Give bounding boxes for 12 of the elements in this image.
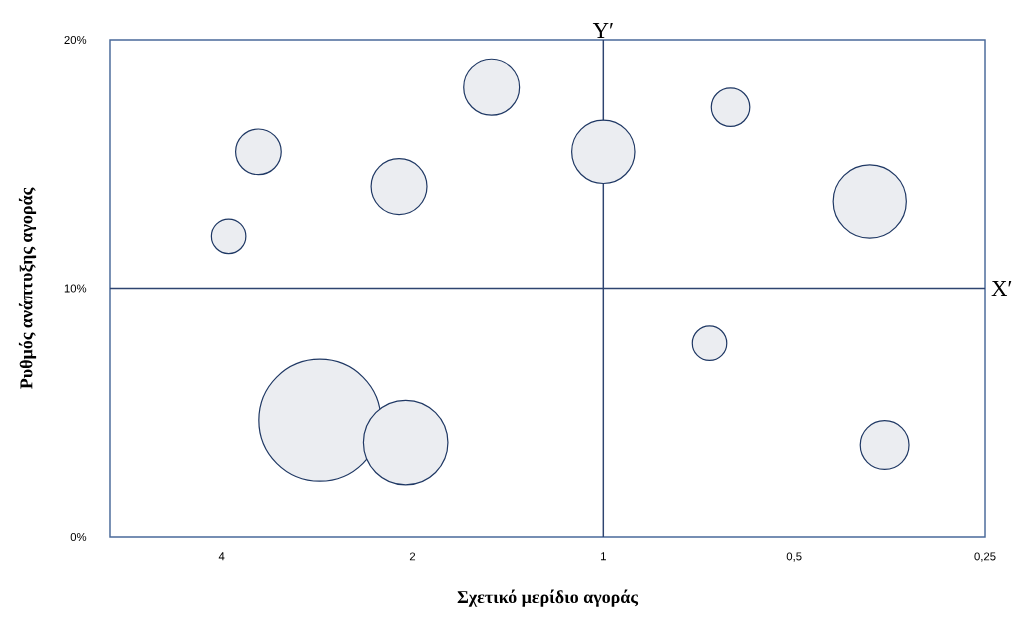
ref-line-label: X′ <box>991 281 1012 296</box>
x-axis-title: Σχετικό μερίδιο αγοράς <box>457 589 639 607</box>
x-tick-label: 0,5 <box>786 552 802 562</box>
x-tick-label: 1 <box>601 552 606 561</box>
y-tick-label: 0% <box>70 533 87 542</box>
ref-line-label: Y′ <box>592 23 613 38</box>
y-tick-label: 10% <box>64 284 87 293</box>
x-tick-label: 2 <box>409 552 416 561</box>
x-tick-label: 0,25 <box>974 552 996 562</box>
y-axis-title: Ρυθμός ανάπτυξης αγοράς <box>18 187 37 389</box>
y-tick-label: 20% <box>64 35 87 44</box>
x-tick-label: 4 <box>218 552 225 561</box>
